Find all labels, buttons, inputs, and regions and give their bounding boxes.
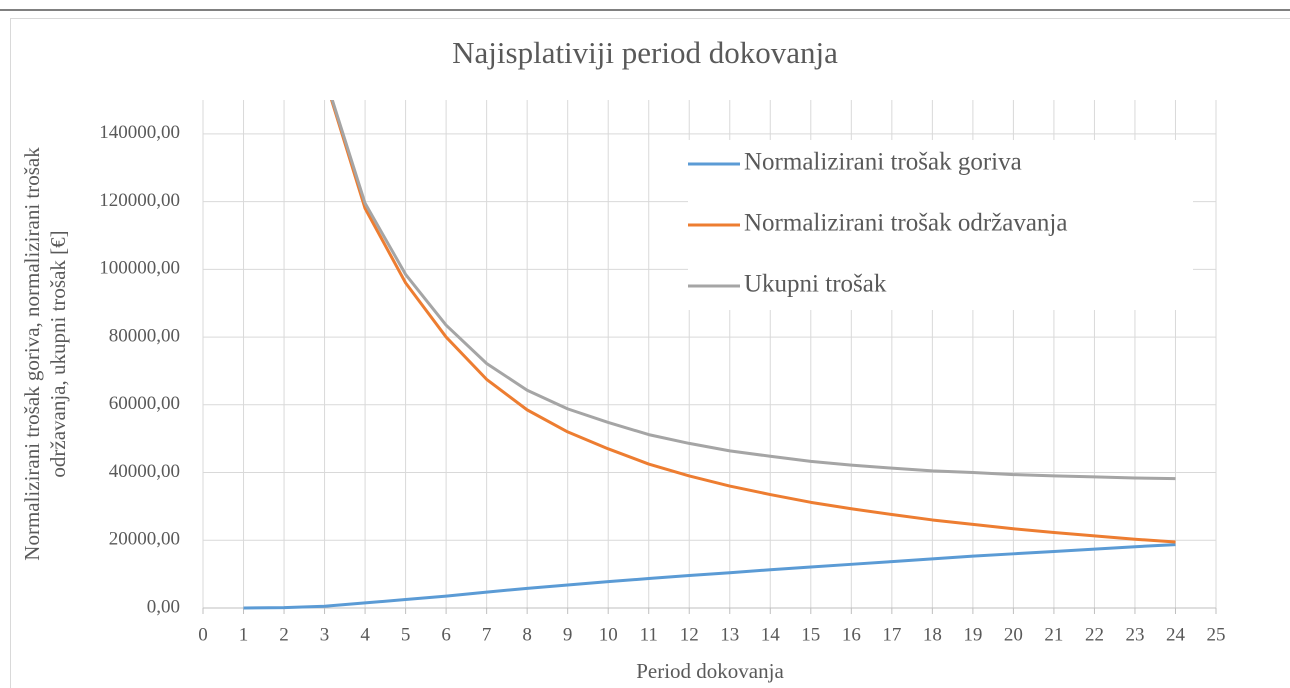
x-tick-label: 3 <box>320 624 330 645</box>
x-tick-label: 2 <box>279 624 289 645</box>
x-tick-label: 0 <box>198 624 208 645</box>
x-tick-label: 19 <box>963 624 982 645</box>
x-tick-label: 8 <box>522 624 532 645</box>
x-tick-label: 1 <box>239 624 249 645</box>
x-tick-label: 4 <box>360 624 370 645</box>
x-tick-label: 16 <box>842 624 861 645</box>
y-tick-label: 0,00 <box>147 596 180 617</box>
legend-box <box>688 140 1193 310</box>
plot-area <box>243 100 1176 610</box>
x-tick-label: 14 <box>761 624 781 645</box>
legend-label: Ukupni trošak <box>744 271 887 298</box>
y-tick-label: 140000,00 <box>99 122 180 143</box>
x-tick-label: 11 <box>640 624 658 645</box>
x-tick-label: 24 <box>1166 624 1186 645</box>
x-tick-label: 18 <box>923 624 942 645</box>
x-tick-label: 6 <box>441 624 451 645</box>
x-tick-label: 21 <box>1044 624 1063 645</box>
y-axis-title: Normalizirani trošak goriva, normalizira… <box>20 147 44 561</box>
x-tick-label: 13 <box>720 624 739 645</box>
series-line <box>330 100 1176 481</box>
chart-border <box>10 18 1290 688</box>
chart-title: Najisplativiji period dokovanja <box>452 35 838 70</box>
x-tick-label: 22 <box>1085 624 1104 645</box>
x-tick-label: 10 <box>599 624 618 645</box>
y-tick-label: 100000,00 <box>99 258 180 279</box>
x-tick-label: 15 <box>801 624 820 645</box>
y-tick-label: 40000,00 <box>109 461 180 482</box>
y-tick-label: 120000,00 <box>99 190 180 211</box>
legend-label: Normalizirani trošak goriva <box>744 149 1022 176</box>
x-tick-label: 9 <box>563 624 573 645</box>
x-tick-label: 5 <box>401 624 411 645</box>
x-tick-label: 17 <box>882 624 901 645</box>
y-tick-label: 80000,00 <box>109 325 180 346</box>
x-tick-label: 7 <box>482 624 492 645</box>
y-axis-title: održavanja, ukupni trošak [€] <box>46 230 70 477</box>
x-tick-label: 25 <box>1207 624 1226 645</box>
y-tick-label: 20000,00 <box>109 529 180 550</box>
series-line <box>243 543 1176 610</box>
x-tick-label: 12 <box>680 624 699 645</box>
x-axis-title: Period dokovanja <box>636 659 784 683</box>
y-tick-label: 60000,00 <box>109 393 180 414</box>
x-tick-label: 23 <box>1125 624 1144 645</box>
x-tick-label: 20 <box>1004 624 1023 645</box>
legend-label: Normalizirani trošak održavanja <box>744 210 1067 237</box>
series-line <box>330 100 1176 544</box>
